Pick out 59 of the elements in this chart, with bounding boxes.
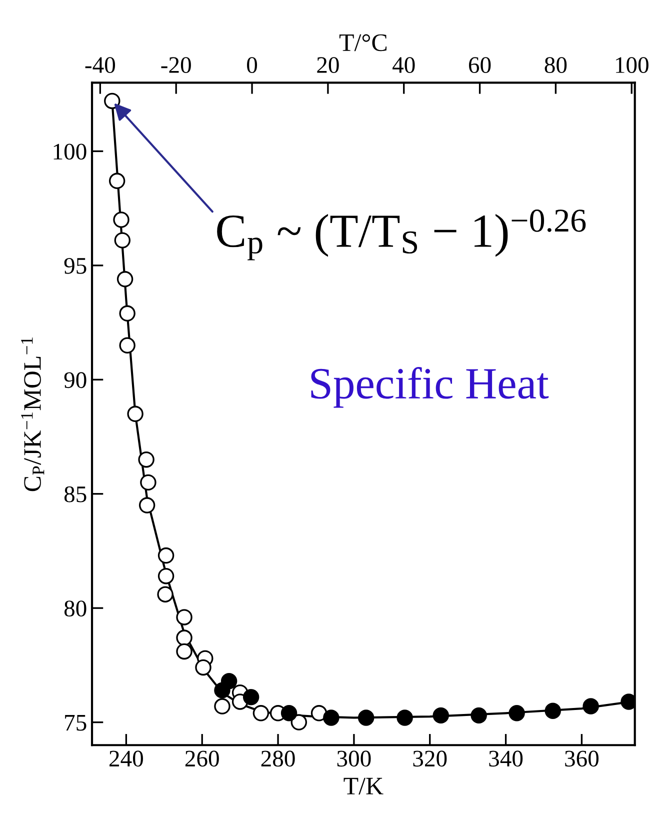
point: [158, 547, 174, 564]
annotation: C$_{p}$ ~ (T/T$_{S}$ − 1)$^{−0.26}$: [217, 210, 586, 260]
y-tick-label: 90: [64, 372, 86, 388]
point: [114, 232, 131, 248]
point: [242, 689, 260, 706]
point: [157, 586, 174, 602]
point: [280, 705, 298, 722]
point: [127, 406, 144, 422]
point: [119, 305, 136, 322]
point: [195, 659, 212, 676]
x-tick-label: 280: [261, 750, 295, 767]
point: [158, 568, 174, 584]
point: [252, 705, 270, 722]
point: [113, 212, 130, 228]
x2-tick-label: 0: [247, 57, 258, 74]
point: [138, 451, 154, 468]
x2-tick-label: 40: [392, 57, 415, 74]
point: [116, 271, 134, 288]
x-axis-title: T/K: [344, 778, 384, 795]
point: [220, 673, 238, 690]
x2-tick-label: 100: [616, 57, 648, 74]
point: [358, 710, 374, 726]
x2-tick-label: 60: [468, 57, 491, 74]
y-axis-title: C$_{P}$/JK$^{−1}$MOL$^{−1}$: [21, 338, 44, 492]
point: [214, 698, 230, 714]
point: [396, 710, 413, 726]
point: [582, 698, 599, 714]
point: [323, 710, 340, 726]
y-tick-label: 95: [64, 258, 86, 274]
x-tick-label: 340: [489, 750, 523, 767]
point: [176, 630, 192, 646]
y-tick-label: 75: [65, 715, 86, 731]
point: [432, 707, 449, 724]
x2-tick-label: -40: [85, 57, 116, 74]
point: [290, 714, 308, 730]
point: [176, 609, 192, 626]
x2-tick-label: 20: [317, 57, 339, 74]
x-tick-label: 320: [413, 750, 447, 767]
y-tick-label: 80: [64, 600, 86, 616]
x2-tick-label: -20: [161, 57, 191, 74]
point: [508, 705, 525, 722]
point: [176, 643, 192, 660]
y-tick-label: 85: [64, 486, 86, 502]
x2-tick-label: 80: [544, 57, 567, 74]
point: [310, 705, 328, 722]
annotation: Specific Heat: [311, 367, 549, 408]
point: [470, 707, 487, 724]
x-tick-label: 300: [337, 750, 371, 767]
x2-axis-title: T/°C: [339, 34, 387, 52]
y-tick-label: 100: [54, 144, 86, 160]
point: [104, 92, 120, 110]
x-tick-label: 260: [185, 750, 219, 767]
x-tick-label: 360: [565, 750, 599, 767]
point: [119, 337, 136, 354]
point: [108, 172, 126, 190]
x-tick-label: 240: [110, 750, 143, 767]
point: [138, 497, 156, 514]
point: [140, 474, 156, 491]
point: [544, 702, 561, 719]
